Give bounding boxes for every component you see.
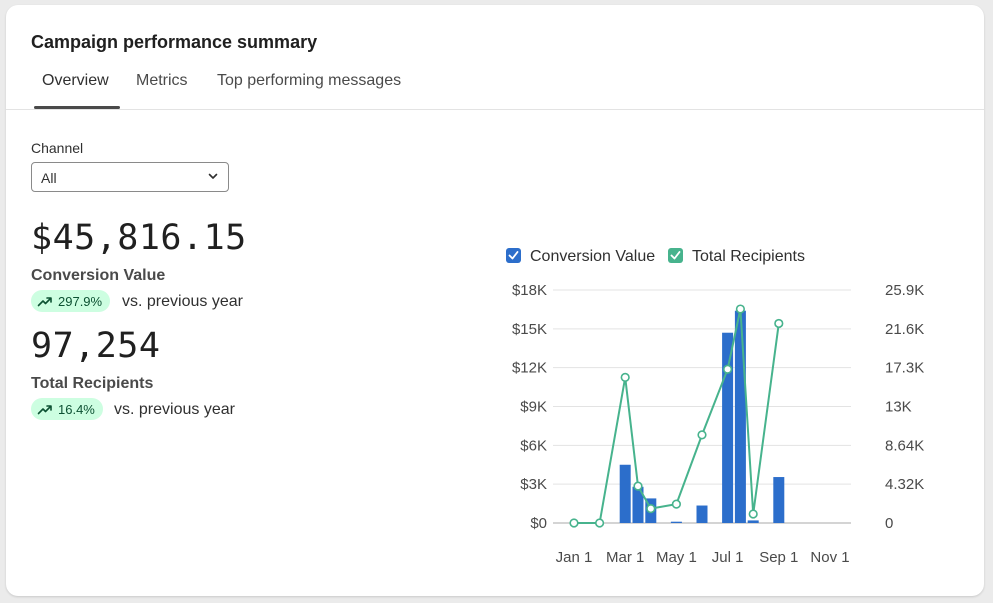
conversion-recipients-chart: Conversion Value Total Recipients $0 0 $3K 4.… xyxy=(506,248,924,566)
y-left-tick-label: $15K xyxy=(512,321,547,338)
bar-conversion-value xyxy=(670,521,682,523)
tab-top-performing-messages[interactable]: Top performing messages xyxy=(217,72,402,89)
trending-up-icon xyxy=(37,405,52,415)
y-right-tick-label: 4.32K xyxy=(885,476,924,493)
channel-select-value: All xyxy=(41,170,57,186)
total-recipients-amount: 97,254 xyxy=(31,326,161,366)
chevron-down-icon xyxy=(208,173,218,179)
campaign-summary-card: Campaign performance summary Overview Me… xyxy=(6,5,984,596)
point-total-recipients xyxy=(735,304,745,314)
y-left-tick-label: $9K xyxy=(520,399,547,416)
point-total-recipients xyxy=(774,318,784,329)
conversion-value-change-badge: 297.9% xyxy=(31,290,111,312)
point-total-recipients xyxy=(697,430,707,440)
legend-label: Conversion Value xyxy=(530,248,655,265)
total-recipients-label: Total Recipients xyxy=(31,375,154,392)
x-tick-label: Sep 1 xyxy=(759,549,798,566)
y-right-tick-label: 21.6K xyxy=(885,321,924,338)
point-total-recipients xyxy=(671,499,681,509)
channel-select[interactable]: All xyxy=(31,162,229,192)
y-left-tick-label: $3K xyxy=(520,476,547,493)
point-total-recipients xyxy=(646,504,656,514)
x-tick-label: May 1 xyxy=(656,549,697,566)
bar-conversion-value xyxy=(632,486,644,523)
tab-bar: Overview Metrics Top performing messages xyxy=(6,67,984,110)
point-total-recipients xyxy=(594,518,605,528)
check-icon xyxy=(508,251,519,260)
total-recipients-change: 16.4% xyxy=(58,401,95,417)
active-tab-indicator xyxy=(34,106,120,109)
total-recipients-comparison: vs. previous year xyxy=(114,401,235,418)
legend-label: Total Recipients xyxy=(692,248,805,265)
total-recipients-change-badge: 16.4% xyxy=(31,398,103,420)
y-right-tick-label: 13K xyxy=(885,399,912,416)
trending-up-icon xyxy=(37,297,52,307)
y-right-tick-label: 0 xyxy=(885,515,893,532)
bar-conversion-value xyxy=(747,520,759,523)
point-total-recipients xyxy=(569,518,579,528)
conversion-value-label: Conversion Value xyxy=(31,267,166,284)
y-left-tick-label: $12K xyxy=(512,360,547,377)
conversion-value-amount: $45,816.15 xyxy=(31,218,247,258)
bar-conversion-value xyxy=(722,332,734,523)
x-tick-label: Nov 1 xyxy=(810,549,849,566)
y-right-tick-label: 17.3K xyxy=(885,360,924,377)
conversion-value-change: 297.9% xyxy=(58,293,103,309)
point-total-recipients xyxy=(620,372,630,382)
tab-metrics[interactable]: Metrics xyxy=(136,72,188,89)
x-tick-label: Jul 1 xyxy=(712,549,744,566)
tab-overview[interactable]: Overview xyxy=(42,72,109,89)
check-icon xyxy=(670,251,681,260)
y-left-tick-label: $6K xyxy=(520,437,547,454)
bar-conversion-value xyxy=(619,464,631,523)
channel-label: Channel xyxy=(31,140,84,156)
bar-conversion-value xyxy=(773,477,785,523)
line-total-recipients xyxy=(574,308,780,524)
y-right-tick-label: 8.64K xyxy=(885,437,924,454)
page-title: Campaign performance summary xyxy=(31,32,318,52)
x-tick-label: Mar 1 xyxy=(606,549,644,566)
x-tick-label: Jan 1 xyxy=(556,549,593,566)
point-total-recipients xyxy=(723,364,733,374)
point-total-recipients xyxy=(633,481,643,491)
y-left-tick-label: $0 xyxy=(530,515,547,532)
legend-checkbox-1[interactable] xyxy=(668,248,683,263)
conversion-value-comparison: vs. previous year xyxy=(122,293,243,310)
y-right-tick-label: 25.9K xyxy=(885,282,924,299)
point-total-recipients xyxy=(748,509,758,519)
bar-conversion-value xyxy=(734,310,746,523)
legend-checkbox-0[interactable] xyxy=(506,248,521,263)
y-left-tick-label: $18K xyxy=(512,282,547,299)
bar-conversion-value xyxy=(696,505,708,523)
